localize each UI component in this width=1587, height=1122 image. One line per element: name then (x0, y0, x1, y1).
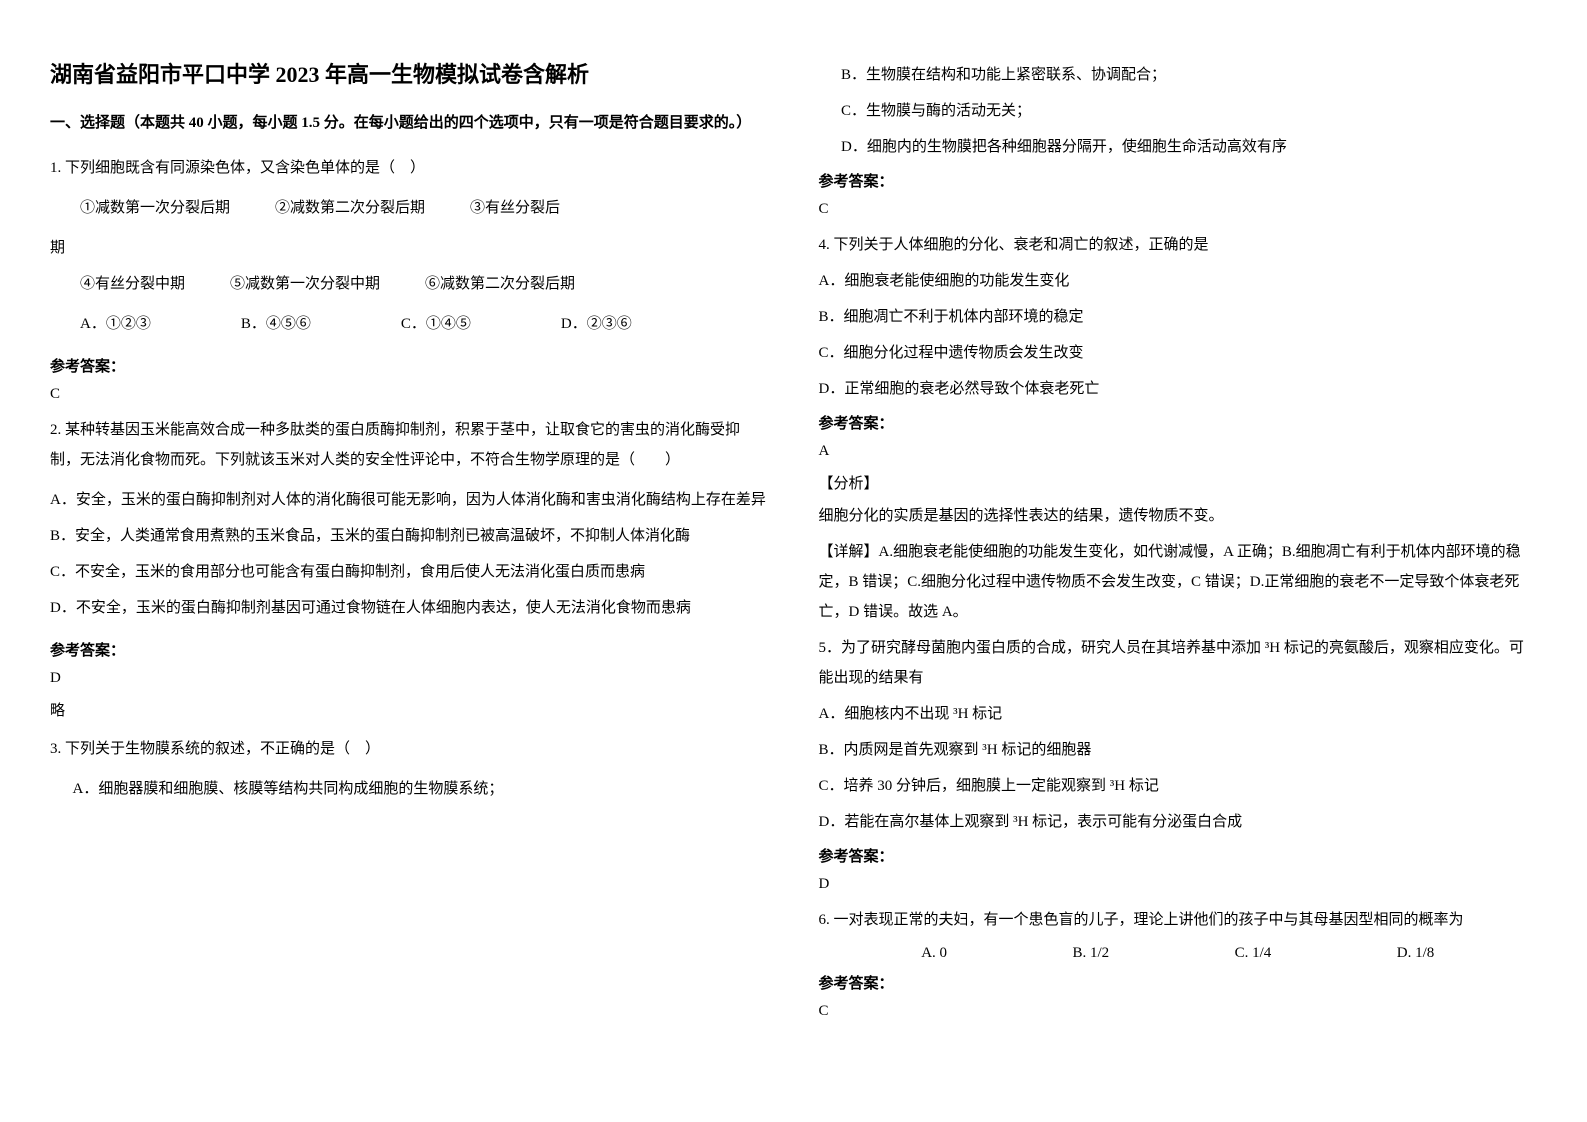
q3-opt-d: D．细胞内的生物膜把各种细胞器分隔开，使细胞生命活动高效有序 (819, 132, 1538, 162)
q1-line1-cont: 期 (50, 233, 769, 263)
q4-opt-b: B．细胞凋亡不利于机体内部环境的稳定 (819, 302, 1538, 332)
q6-opt-a: A. 0 (921, 945, 947, 962)
q3-opt-b: B．生物膜在结构和功能上紧密联系、协调配合； (819, 60, 1538, 90)
q4-analysis-1: 细胞分化的实质是基因的选择性表达的结果，遗传物质不变。 (819, 501, 1538, 531)
q2-opt-c: C．不安全，玉米的食用部分也可能含有蛋白酶抑制剂，食用后使人无法消化蛋白质而患病 (50, 557, 769, 587)
q5-opt-d: D．若能在高尔基体上观察到 ³H 标记，表示可能有分泌蛋白合成 (819, 807, 1538, 837)
q1-stem: 1. 下列细胞既含有同源染色体，又含染色单体的是（ ） (50, 153, 769, 183)
q1-line2: ④有丝分裂中期 ⑤减数第一次分裂中期 ⑥减数第二次分裂后期 (50, 269, 769, 299)
q6-opt-c: C. 1/4 (1235, 945, 1272, 962)
q6-opt-d: D. 1/8 (1397, 945, 1435, 962)
q5-answer-label: 参考答案： (819, 845, 1538, 866)
q5-opt-b: B．内质网是首先观察到 ³H 标记的细胞器 (819, 735, 1538, 765)
q4-analysis-2: 【详解】A.细胞衰老能使细胞的功能发生变化，如代谢减慢，A 正确；B.细胞凋亡有… (819, 537, 1538, 627)
q3-answer-label: 参考答案： (819, 170, 1538, 191)
q5-answer: D (819, 876, 1538, 893)
q6-answer: C (819, 1003, 1538, 1020)
right-column: B．生物膜在结构和功能上紧密联系、协调配合； C．生物膜与酶的活动无关； D．细… (819, 60, 1538, 1062)
q4-opt-d: D．正常细胞的衰老必然导致个体衰老死亡 (819, 374, 1538, 404)
q5-opt-a: A．细胞核内不出现 ³H 标记 (819, 699, 1538, 729)
q3-answer: C (819, 201, 1538, 218)
q6-options: A. 0 B. 1/2 C. 1/4 D. 1/8 (819, 945, 1538, 962)
q4-stem: 4. 下列关于人体细胞的分化、衰老和凋亡的叙述，正确的是 (819, 230, 1538, 260)
left-column: 湖南省益阳市平口中学 2023 年高一生物模拟试卷含解析 一、选择题（本题共 4… (50, 60, 769, 1062)
q4-answer: A (819, 443, 1538, 460)
q1-abcd: A．①②③ B．④⑤⑥ C．①④⑤ D．②③⑥ (50, 309, 769, 339)
page-title: 湖南省益阳市平口中学 2023 年高一生物模拟试卷含解析 (50, 60, 769, 91)
q5-stem: 5．为了研究酵母菌胞内蛋白质的合成，研究人员在其培养基中添加 ³H 标记的亮氨酸… (819, 633, 1538, 693)
q1-opt-d: D．②③⑥ (531, 309, 632, 339)
q1-opt-c: C．①④⑤ (371, 309, 471, 339)
q6-opt-b: B. 1/2 (1073, 945, 1110, 962)
q5-opt-c: C．培养 30 分钟后，细胞膜上一定能观察到 ³H 标记 (819, 771, 1538, 801)
q2-opt-d: D．不安全，玉米的蛋白酶抑制剂基因可通过食物链在人体细胞内表达，使人无法消化食物… (50, 593, 769, 623)
q1-opt-a: A．①②③ (50, 309, 151, 339)
q1-line1: ①减数第一次分裂后期 ②减数第二次分裂后期 ③有丝分裂后 (50, 193, 769, 223)
q1-answer: C (50, 386, 769, 403)
q1-opt-b: B．④⑤⑥ (211, 309, 311, 339)
q6-stem: 6. 一对表现正常的夫妇，有一个患色盲的儿子，理论上讲他们的孩子中与其母基因型相… (819, 905, 1538, 935)
q4-opt-c: C．细胞分化过程中遗传物质会发生改变 (819, 338, 1538, 368)
q2-answer-label: 参考答案： (50, 639, 769, 660)
q3-stem: 3. 下列关于生物膜系统的叙述，不正确的是（ ） (50, 734, 769, 764)
question-1: 1. 下列细胞既含有同源染色体，又含染色单体的是（ ） ①减数第一次分裂后期 ②… (50, 153, 769, 339)
q2-opt-a: A．安全，玉米的蛋白酶抑制剂对人体的消化酶很可能无影响，因为人体消化酶和害虫消化… (50, 485, 769, 515)
q1-answer-label: 参考答案： (50, 355, 769, 376)
q2-answer: D (50, 670, 769, 687)
section-header: 一、选择题（本题共 40 小题，每小题 1.5 分。在每小题给出的四个选项中，只… (50, 111, 769, 135)
question-3: 3. 下列关于生物膜系统的叙述，不正确的是（ ） A．细胞器膜和细胞膜、核膜等结… (50, 734, 769, 804)
q2-opt-b: B．安全，人类通常食用煮熟的玉米食品，玉米的蛋白酶抑制剂已被高温破坏，不抑制人体… (50, 521, 769, 551)
q4-answer-label: 参考答案： (819, 412, 1538, 433)
q2-stem: 2. 某种转基因玉米能高效合成一种多肽类的蛋白质酶抑制剂，积累于茎中，让取食它的… (50, 415, 769, 475)
q3-opt-c: C．生物膜与酶的活动无关； (819, 96, 1538, 126)
question-2: 2. 某种转基因玉米能高效合成一种多肽类的蛋白质酶抑制剂，积累于茎中，让取食它的… (50, 415, 769, 623)
q3-opt-a: A．细胞器膜和细胞膜、核膜等结构共同构成细胞的生物膜系统； (50, 774, 769, 804)
q2-note: 略 (50, 699, 769, 720)
q4-analysis-label: 【分析】 (819, 472, 1538, 493)
q6-answer-label: 参考答案： (819, 972, 1538, 993)
q4-opt-a: A．细胞衰老能使细胞的功能发生变化 (819, 266, 1538, 296)
